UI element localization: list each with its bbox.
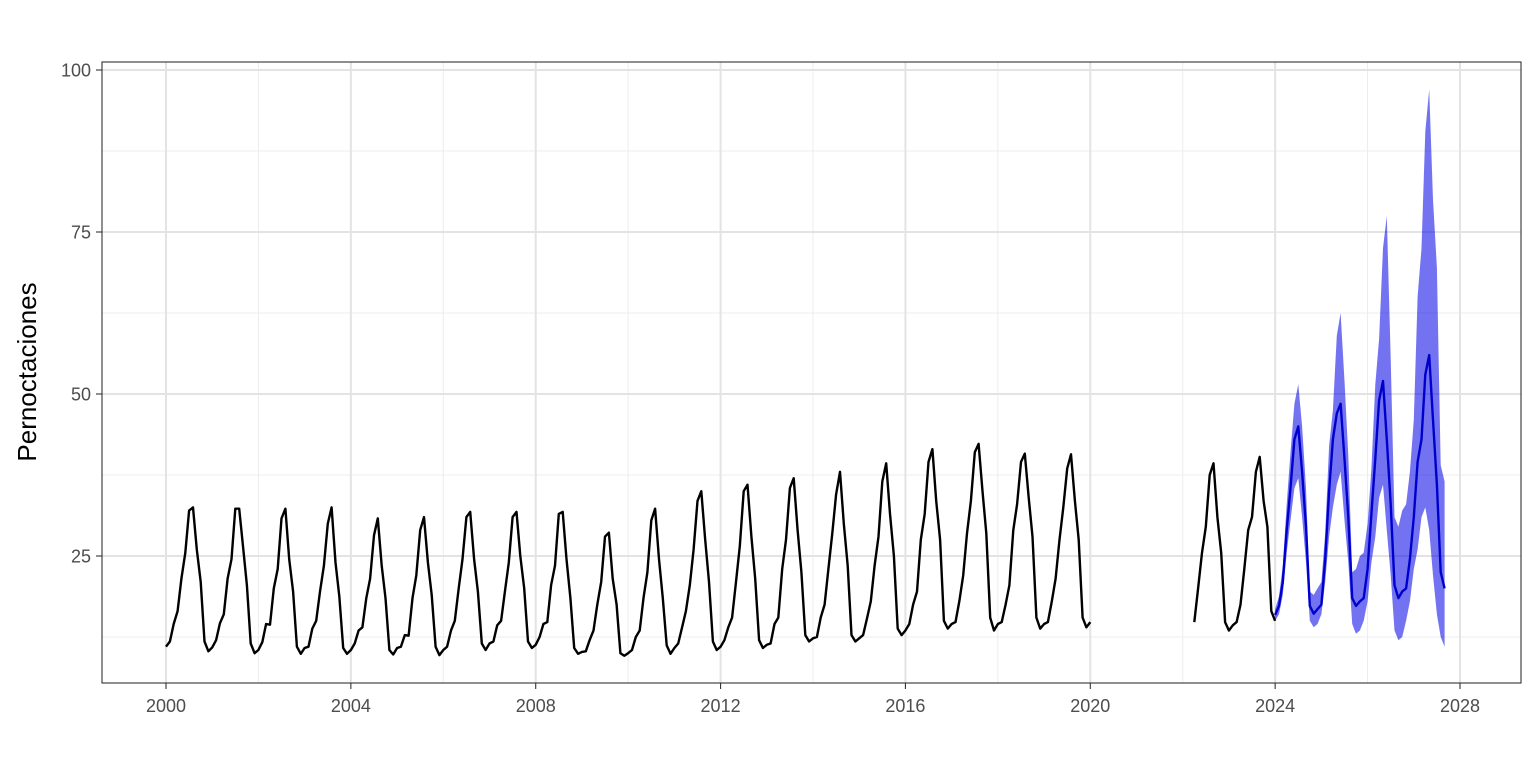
forecast-interval-area	[1275, 89, 1445, 647]
panel-border	[101, 61, 1522, 684]
x-tick-label: 2020	[1070, 696, 1110, 716]
y-axis-title: Pernoctaciones	[12, 282, 42, 461]
observed-series-line	[1193, 455, 1277, 632]
major-gridlines	[102, 62, 1521, 683]
x-tick-label: 2008	[516, 696, 556, 716]
observed-series-line	[165, 442, 1092, 657]
x-tick-label: 2000	[146, 696, 186, 716]
x-axis: 2000 2004 2008 2012 2016 2020 2024 2028	[146, 683, 1480, 716]
y-tick-label: 75	[71, 223, 91, 243]
minor-gridlines	[102, 62, 1521, 683]
y-tick-label: 25	[71, 547, 91, 567]
x-tick-label: 2012	[701, 696, 741, 716]
y-axis: 25 50 75 100	[61, 61, 102, 567]
forecast-interval-band	[1275, 89, 1445, 647]
x-tick-label: 2024	[1255, 696, 1295, 716]
series-lines	[165, 353, 1446, 657]
x-tick-label: 2004	[331, 696, 371, 716]
y-tick-label: 100	[61, 61, 91, 81]
y-tick-label: 50	[71, 385, 91, 405]
x-tick-label: 2016	[885, 696, 925, 716]
forecast-series-line	[1273, 353, 1446, 616]
x-tick-label: 2028	[1440, 696, 1480, 716]
